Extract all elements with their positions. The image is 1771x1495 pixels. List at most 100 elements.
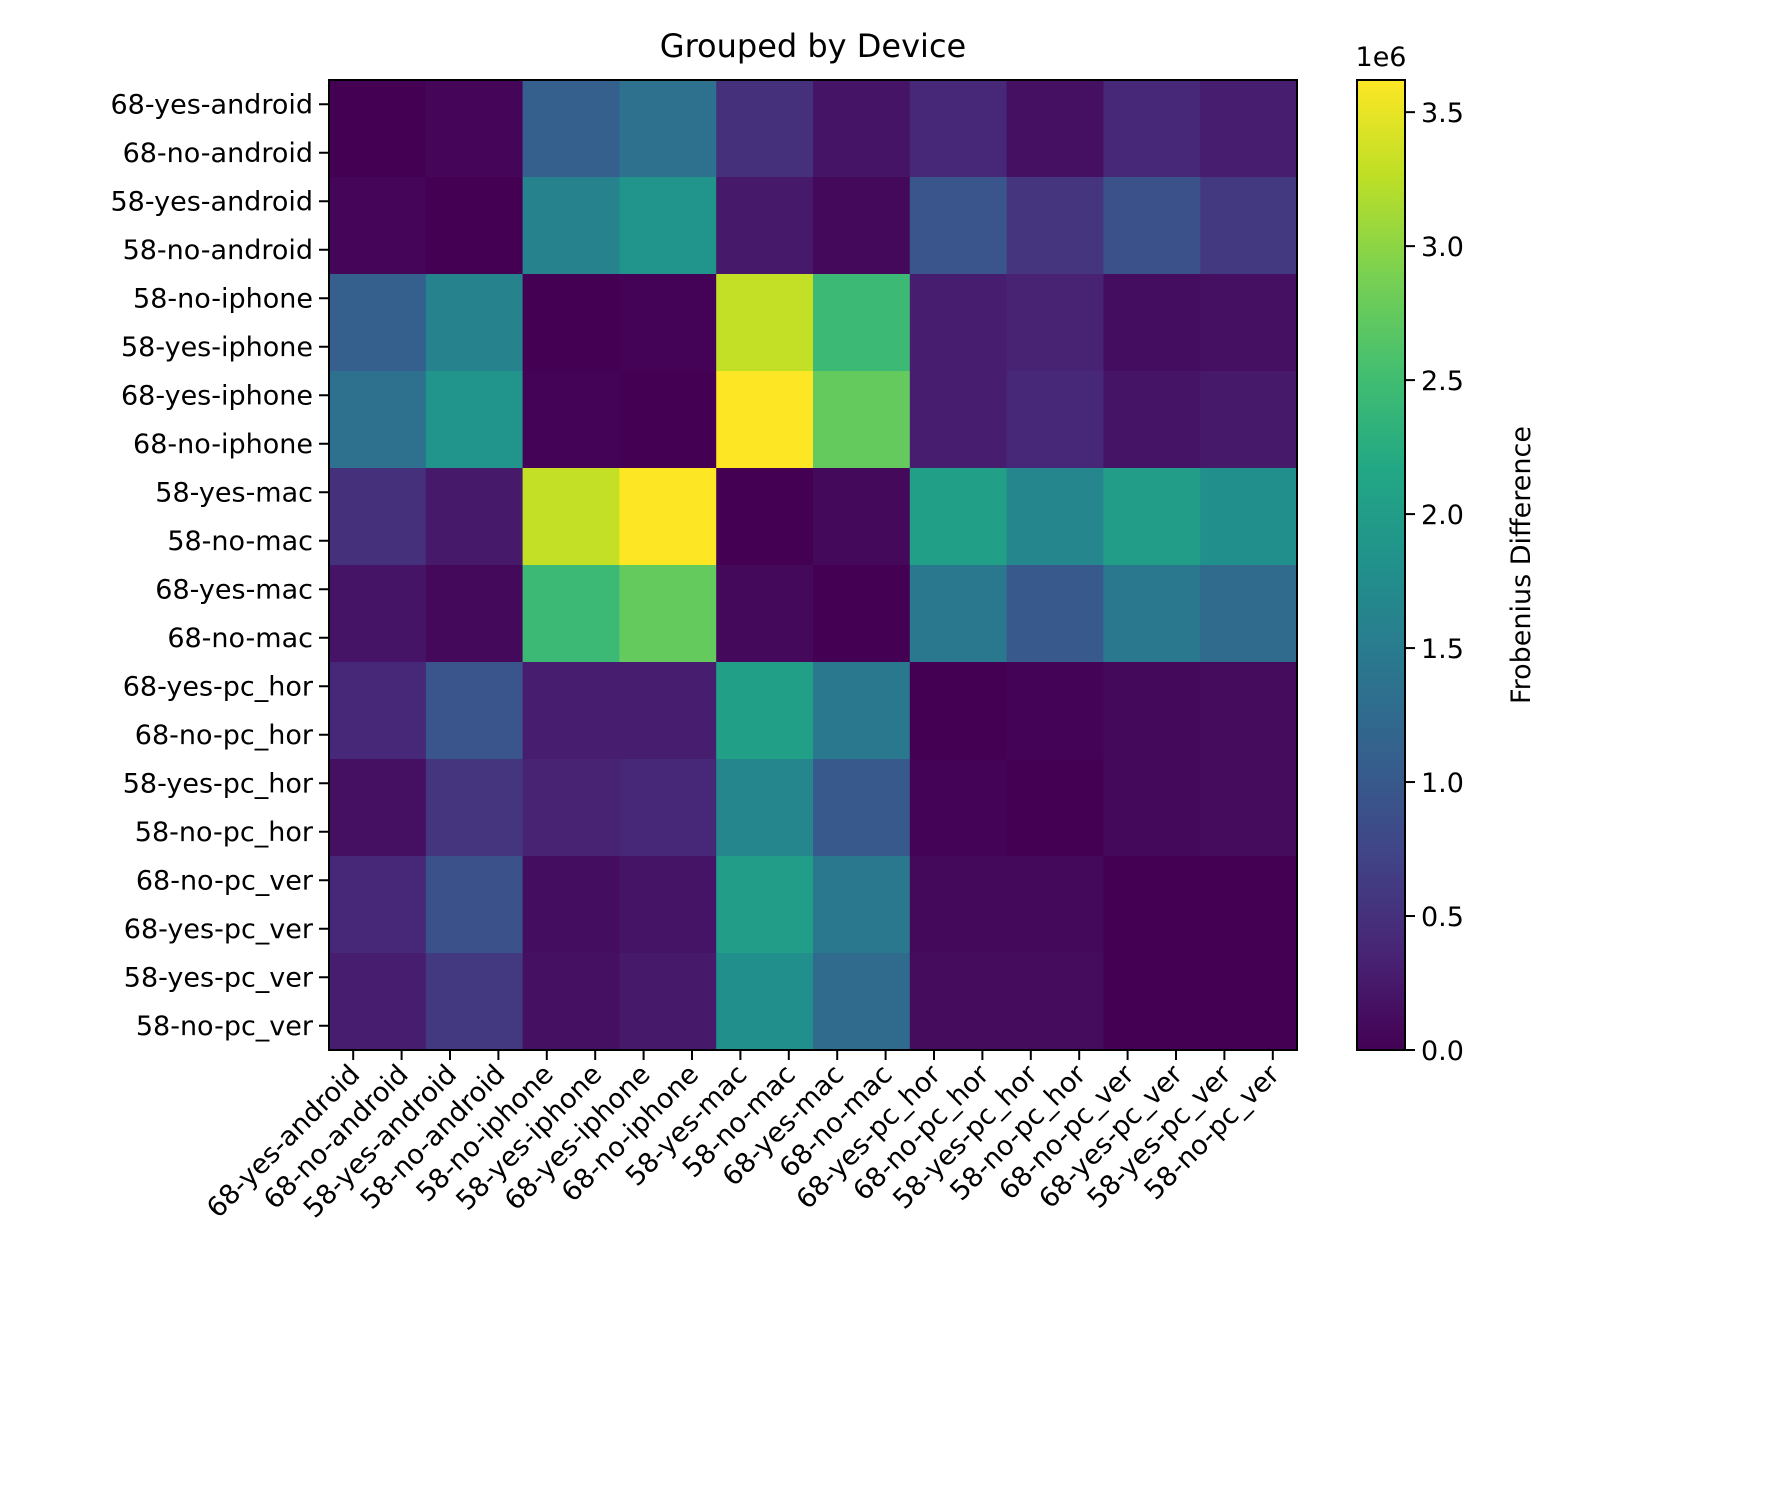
heatmap-cell — [522, 662, 620, 760]
heatmap-cell — [619, 468, 717, 566]
heatmap-cell — [716, 565, 814, 663]
heatmap-cell — [522, 565, 620, 663]
heatmap-cell — [1006, 274, 1104, 372]
heatmap-cell — [619, 177, 717, 275]
y-tick-label: 68-no-android — [123, 138, 313, 169]
heatmap-cell — [522, 468, 620, 566]
colorbar-label: Frobenius Difference — [1506, 426, 1537, 704]
colorbar-tick-label: 1.5 — [1421, 634, 1464, 665]
heatmap-cell — [522, 371, 620, 469]
heatmap-cell — [909, 953, 1008, 1051]
heatmap-cell — [1103, 953, 1201, 1051]
heatmap-cell — [329, 80, 427, 178]
heatmap-cell — [1200, 953, 1298, 1051]
heatmap-cell — [716, 856, 814, 954]
heatmap-cell — [813, 565, 911, 663]
y-tick-label: 68-no-pc_hor — [135, 720, 314, 751]
heatmap-cell — [619, 274, 717, 372]
y-tick-label: 68-no-pc_ver — [136, 865, 314, 896]
heatmap-cell — [619, 565, 717, 663]
heatmap-cell — [425, 759, 524, 857]
heatmap-cell — [1103, 468, 1201, 566]
heatmap-cell — [329, 662, 427, 760]
heatmap-cell — [813, 371, 911, 469]
heatmap-cell — [329, 371, 427, 469]
y-tick-label: 58-yes-iphone — [121, 332, 313, 363]
heatmap-cell — [329, 759, 427, 857]
y-tick-label: 68-yes-pc_ver — [124, 914, 314, 945]
heatmap-cell — [425, 274, 524, 372]
heatmap-cell — [813, 662, 911, 760]
y-tick-label: 58-no-pc_ver — [136, 1011, 314, 1042]
y-tick-label: 68-yes-mac — [155, 574, 313, 605]
heatmap-cell — [329, 953, 427, 1051]
y-tick-label: 58-no-iphone — [133, 283, 313, 314]
heatmap-cell — [329, 856, 427, 954]
heatmap-cell — [813, 274, 911, 372]
heatmap-cell — [1103, 759, 1201, 857]
heatmap-cell — [716, 177, 814, 275]
heatmap-cell — [716, 274, 814, 372]
heatmap-cell — [1103, 371, 1201, 469]
heatmap-cell — [909, 565, 1008, 663]
y-tick-label: 68-yes-pc_hor — [123, 671, 314, 702]
heatmap-cell — [813, 856, 911, 954]
colorbar-tick-label: 2.5 — [1421, 366, 1464, 397]
heatmap-cell — [522, 759, 620, 857]
heatmap-cell — [522, 177, 620, 275]
heatmap-cell — [425, 371, 524, 469]
heatmap-cell — [1006, 80, 1104, 178]
heatmap-cell — [1200, 565, 1298, 663]
heatmap-cell — [1200, 468, 1298, 566]
heatmap-cell — [1103, 565, 1201, 663]
heatmap-cell — [425, 177, 524, 275]
heatmap-cell — [619, 759, 717, 857]
heatmap-cell — [1200, 80, 1298, 178]
heatmap-cell — [1103, 856, 1201, 954]
heatmap-cell — [813, 80, 911, 178]
heatmap-cell — [522, 274, 620, 372]
heatmap-cell — [619, 856, 717, 954]
y-tick-label: 68-yes-iphone — [121, 380, 313, 411]
heatmap-cell — [1006, 371, 1104, 469]
colorbar-tick-label: 3.5 — [1421, 98, 1464, 129]
chart-title: Grouped by Device — [660, 27, 966, 65]
heatmap-cell — [1006, 565, 1104, 663]
heatmap-cell — [1200, 759, 1298, 857]
heatmap-cell — [1200, 856, 1298, 954]
heatmap-cell — [909, 177, 1008, 275]
colorbar-tick-label: 0.5 — [1421, 902, 1464, 933]
heatmap-cell — [1103, 177, 1201, 275]
heatmap-cell — [1200, 662, 1298, 760]
y-tick-label: 58-yes-pc_ver — [124, 962, 314, 993]
heatmap-cell — [425, 856, 524, 954]
heatmap-cell — [1103, 274, 1201, 372]
heatmap-cell — [522, 953, 620, 1051]
heatmap-cell — [1103, 80, 1201, 178]
heatmap-cell — [813, 468, 911, 566]
heatmap-cell — [909, 80, 1008, 178]
heatmap-cell — [716, 759, 814, 857]
heatmap-cell — [1006, 177, 1104, 275]
heatmap-cell — [619, 953, 717, 1051]
colorbar-tick-label: 3.0 — [1421, 232, 1464, 263]
heatmap-cell — [813, 177, 911, 275]
plot-frame — [328, 79, 1298, 1051]
colorbar-tick-label: 2.0 — [1421, 500, 1464, 531]
heatmap-cell — [1006, 468, 1104, 566]
heatmap-cell — [716, 80, 814, 178]
heatmap-cell — [716, 371, 814, 469]
colorbar-tick-label: 1.0 — [1421, 768, 1464, 799]
heatmap-cell — [619, 662, 717, 760]
heatmap-cell — [425, 80, 524, 178]
heatmap-cell — [716, 468, 814, 566]
y-tick-label: 68-no-mac — [167, 623, 313, 654]
heatmap-cell — [425, 468, 524, 566]
y-tick-label: 58-no-android — [123, 235, 313, 266]
heatmap-cell — [329, 468, 427, 566]
heatmap-cell — [909, 759, 1008, 857]
heatmap-cell — [425, 565, 524, 663]
heatmap-cell — [909, 371, 1008, 469]
heatmap-cell — [1006, 953, 1104, 1051]
